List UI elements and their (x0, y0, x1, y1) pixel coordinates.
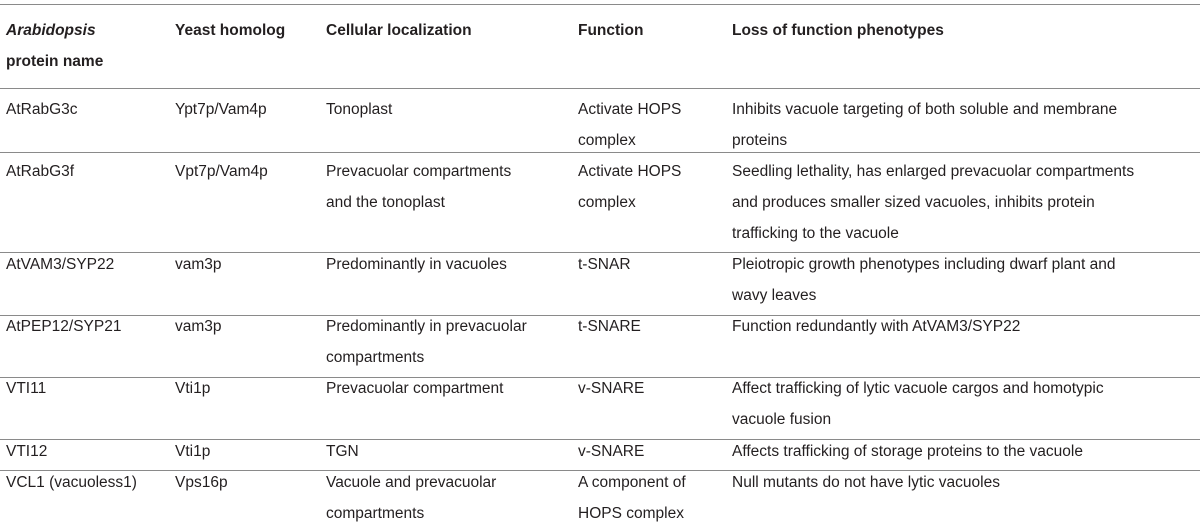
cell-localization-line: Prevacuolar compartment (326, 380, 504, 397)
cell-function: v-SNARE (578, 436, 644, 467)
cell-localization-line: Predominantly in prevacuolar (326, 318, 527, 335)
row-divider (0, 252, 1200, 253)
cell-localization-line: compartments (326, 349, 425, 366)
cell-phenotype: Function redundantly with AtVAM3/SYP22 (732, 311, 1020, 342)
cell-localization-line: Tonoplast (326, 101, 393, 118)
cell-yeast-homolog: Vps16p (175, 474, 228, 491)
cell-localization: Vacuole and prevacuolar compartments (326, 467, 496, 529)
cell-localization: Predominantly in vacuoles (326, 249, 507, 280)
row-divider (0, 439, 1200, 440)
cell-function: v-SNARE (578, 373, 644, 404)
table-top-rule (0, 4, 1200, 5)
cell-function-line: complex (578, 194, 636, 211)
cell-phenotype-line: Inhibits vacuole targeting of both solub… (732, 101, 1118, 118)
cell-function-line: A component of (578, 474, 686, 491)
cell-phenotype-line: Function redundantly with AtVAM3/SYP22 (732, 318, 1021, 335)
cell-protein: VCL1 (vacuoless1) (6, 474, 137, 491)
cell-function: t-SNARE (578, 311, 641, 342)
header-protein-name-line2: protein name (6, 53, 104, 70)
cell-phenotype: Seedling lethality, has enlarged prevacu… (732, 156, 1134, 249)
row-divider (0, 377, 1200, 378)
cell-phenotype: Inhibits vacuole targeting of both solub… (732, 94, 1117, 156)
cell-localization-line: TGN (326, 443, 359, 460)
cell-yeast-homolog: vam3p (175, 318, 222, 335)
row-divider (0, 470, 1200, 471)
cell-localization-line: Predominantly in vacuoles (326, 256, 507, 273)
cell-function-line: t-SNARE (578, 318, 641, 335)
cell-phenotype-line: proteins (732, 132, 788, 149)
cell-function-line: complex (578, 132, 636, 149)
cell-localization-line: Vacuole and prevacuolar (326, 474, 497, 491)
row-divider (0, 152, 1200, 153)
row-divider (0, 315, 1200, 316)
cell-localization-line: compartments (326, 505, 425, 522)
header-yeast-homolog: Yeast homolog (175, 22, 286, 39)
cell-phenotype: Null mutants do not have lytic vacuoles (732, 467, 1000, 498)
cell-protein: AtVAM3/SYP22 (6, 256, 115, 273)
cell-localization-line: and the tonoplast (326, 194, 445, 211)
cell-phenotype: Pleiotropic growth phenotypes including … (732, 249, 1115, 311)
cell-function-line: v-SNARE (578, 443, 645, 460)
header-protein-name-line1: Arabidopsis (6, 22, 96, 39)
header-bottom-rule (0, 88, 1200, 89)
cell-protein: AtRabG3f (6, 163, 75, 180)
cell-localization: TGN (326, 436, 359, 467)
header-protein-name: Arabidopsis protein name (6, 15, 103, 77)
cell-yeast-homolog: Ypt7p/Vam4p (175, 101, 267, 118)
cell-function-line: v-SNARE (578, 380, 645, 397)
cell-function: Activate HOPS complex (578, 156, 681, 218)
cell-protein: VTI11 (6, 380, 47, 397)
cell-yeast-homolog: Vpt7p/Vam4p (175, 163, 268, 180)
cell-phenotype-line: wavy leaves (732, 287, 817, 304)
cell-localization-line: Prevacuolar compartments (326, 163, 512, 180)
cell-localization: Predominantly in prevacuolar compartment… (326, 311, 527, 373)
cell-localization: Prevacuolar compartments and the tonopla… (326, 156, 511, 218)
cell-phenotype-line: and produces smaller sized vacuoles, inh… (732, 194, 1095, 211)
cell-phenotype-line: Affects trafficking of storage proteins … (732, 443, 1083, 460)
header-function: Function (578, 22, 644, 39)
cell-phenotype-line: Null mutants do not have lytic vacuoles (732, 474, 1000, 491)
cell-protein: VTI12 (6, 443, 48, 460)
cell-yeast-homolog: Vti1p (175, 443, 211, 460)
cell-function: Activate HOPS complex (578, 94, 681, 156)
cell-yeast-homolog: vam3p (175, 256, 222, 273)
cell-function-line: Activate HOPS (578, 163, 682, 180)
cell-function-line: HOPS complex (578, 505, 684, 522)
header-loss-of-function: Loss of function phenotypes (732, 22, 944, 39)
cell-localization: Tonoplast (326, 94, 392, 125)
cell-phenotype: Affects trafficking of storage proteins … (732, 436, 1083, 467)
cell-protein: AtPEP12/SYP21 (6, 318, 122, 335)
cell-function-line: Activate HOPS (578, 101, 682, 118)
cell-phenotype: Affect trafficking of lytic vacuole carg… (732, 373, 1104, 435)
header-cellular-localization: Cellular localization (326, 22, 472, 39)
cell-protein: AtRabG3c (6, 101, 78, 118)
cell-function-line: t-SNAR (578, 256, 631, 273)
cell-function: A component of HOPS complex (578, 467, 686, 529)
cell-phenotype-line: Seedling lethality, has enlarged prevacu… (732, 163, 1135, 180)
cell-phenotype-line: vacuole fusion (732, 411, 832, 428)
cell-function: t-SNAR (578, 249, 631, 280)
cell-phenotype-line: Affect trafficking of lytic vacuole carg… (732, 380, 1104, 397)
cell-localization: Prevacuolar compartment (326, 373, 503, 404)
cell-yeast-homolog: Vti1p (175, 380, 211, 397)
cell-phenotype-line: Pleiotropic growth phenotypes including … (732, 256, 1116, 273)
cell-phenotype-line: trafficking to the vacuole (732, 225, 899, 242)
